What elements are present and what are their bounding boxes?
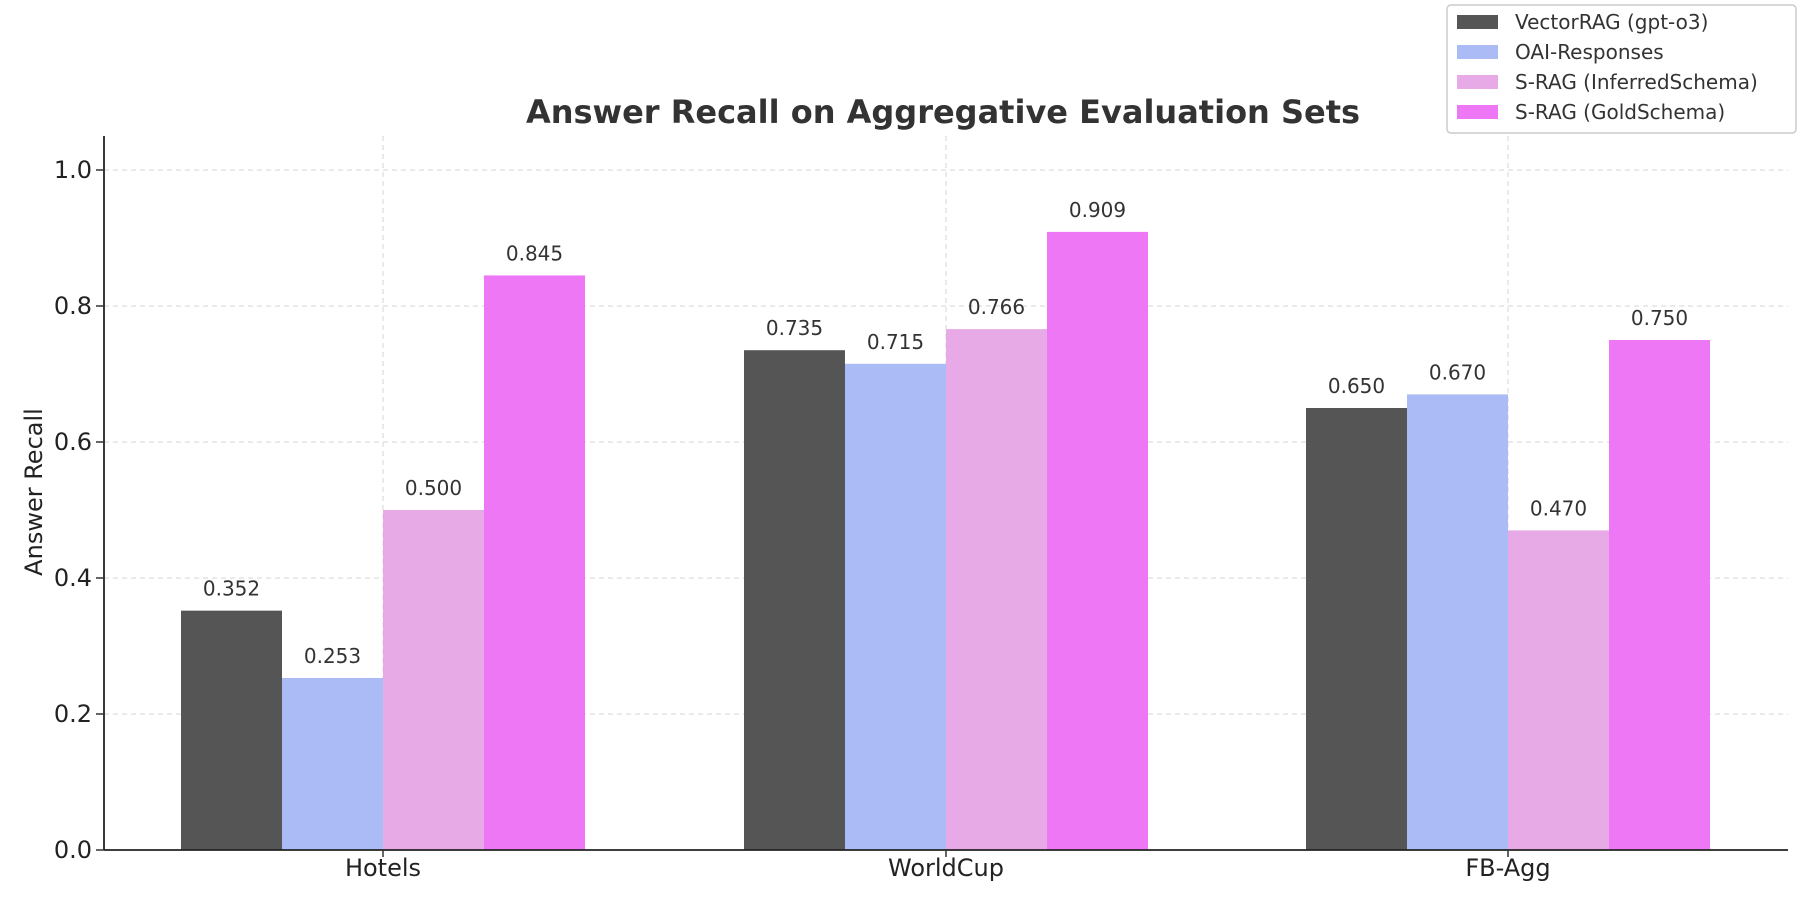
bar (1047, 231, 1148, 850)
legend-label: OAI-Responses (1515, 40, 1664, 64)
y-tick-label: 0.8 (54, 292, 92, 320)
bar-value-label: 0.253 (304, 644, 361, 668)
bar (744, 350, 845, 850)
bar-value-labels: 0.352 0.735 0.650 0.253 0.715 0.670 0.500 0.766… (203, 198, 1688, 668)
bar-value-label: 0.766 (968, 295, 1025, 319)
legend-swatch (1457, 105, 1498, 119)
legend-swatch (1457, 45, 1498, 59)
bar (383, 510, 484, 850)
bar (1306, 408, 1407, 850)
x-tick-label: FB-Agg (1465, 854, 1550, 882)
legend-swatch (1457, 75, 1498, 89)
y-axis-label: Answer Recall (20, 408, 48, 576)
x-axis-ticks: Hotels WorldCup FB-Agg (345, 850, 1551, 882)
bar-value-label: 0.500 (405, 476, 462, 500)
bar-value-label: 0.470 (1530, 496, 1587, 520)
bar (181, 610, 282, 850)
bar (1407, 394, 1508, 850)
legend-label: VectorRAG (gpt-o3) (1515, 10, 1708, 34)
y-tick-label: 0.2 (54, 700, 92, 728)
bar-value-label: 0.750 (1631, 306, 1688, 330)
bar (946, 329, 1047, 850)
y-tick-label: 0.6 (54, 428, 92, 456)
bar (282, 677, 383, 850)
legend-label: S-RAG (GoldSchema) (1515, 100, 1725, 124)
bar-value-label: 0.650 (1328, 374, 1385, 398)
bar-value-label: 0.670 (1429, 360, 1486, 384)
chart-title: Answer Recall on Aggregative Evaluation … (526, 93, 1360, 131)
y-tick-label: 1.0 (54, 156, 92, 184)
y-tick-label: 0.0 (54, 836, 92, 864)
bar (845, 363, 946, 850)
y-tick-label: 0.4 (54, 564, 92, 592)
x-tick-label: WorldCup (888, 854, 1004, 882)
x-tick-label: Hotels (345, 854, 421, 882)
bar (484, 275, 585, 850)
bar-value-label: 0.352 (203, 577, 260, 601)
bar-value-label: 0.735 (766, 316, 823, 340)
y-axis-ticks: 0.0 0.2 0.4 0.6 0.8 1.0 (54, 156, 104, 864)
bar-value-label: 0.845 (506, 241, 563, 265)
bar (1508, 530, 1609, 850)
bar (1609, 340, 1710, 850)
bars (181, 231, 1710, 850)
bar-value-label: 0.715 (867, 330, 924, 354)
legend-label: S-RAG (InferredSchema) (1515, 70, 1758, 94)
legend-box (1446, 4, 1797, 134)
bar-value-label: 0.909 (1069, 198, 1126, 222)
legend: VectorRAG (gpt-o3) OAI-Responses S-RAG (In… (1446, 4, 1797, 134)
legend-swatch (1457, 15, 1498, 29)
